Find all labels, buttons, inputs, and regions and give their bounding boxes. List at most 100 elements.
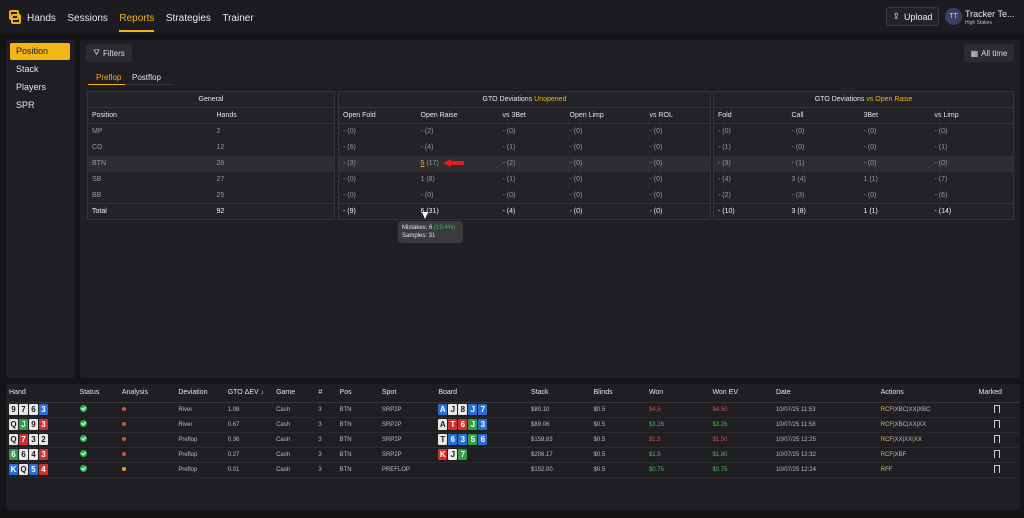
- position-cell: BTN: [336, 432, 379, 448]
- analysis-dot-icon: [121, 451, 126, 456]
- col-vs-3bet[interactable]: vs 3Bet: [498, 107, 566, 124]
- col-3bet[interactable]: 3Bet: [859, 107, 931, 124]
- col-gto-ev[interactable]: GTO ΔEV ↓: [224, 384, 274, 403]
- col-call[interactable]: Call: [787, 107, 860, 124]
- col-deviation[interactable]: Deviation: [175, 384, 225, 403]
- col-pos[interactable]: Pos: [336, 384, 379, 403]
- col-status[interactable]: Status: [76, 384, 119, 403]
- logo-icon[interactable]: [9, 10, 21, 24]
- mistakes-link[interactable]: 5: [420, 160, 425, 167]
- col-fold[interactable]: Fold: [713, 107, 788, 124]
- actions-cell: RFF: [877, 462, 976, 478]
- cell[interactable]: 6 (31): [416, 203, 499, 220]
- col-date[interactable]: Date: [772, 384, 878, 403]
- col-#[interactable]: #: [315, 384, 337, 403]
- deviation-cell: River: [175, 417, 225, 433]
- col-hand[interactable]: Hand: [6, 384, 77, 403]
- bookmark-icon[interactable]: [993, 404, 1000, 413]
- cell: 26: [212, 155, 335, 172]
- cell: 92: [212, 203, 335, 220]
- table-row[interactable]: Q J 9 3 River 0.67 Cash 3 BTN SRP2P A T 6 J 3 $89.06 $0.…: [6, 417, 1020, 433]
- stack-cell: $159.83: [528, 432, 591, 448]
- avatar[interactable]: TT: [945, 8, 962, 25]
- col-analysis[interactable]: Analysis: [118, 384, 176, 403]
- user-name[interactable]: Tracker Te...: [965, 9, 1015, 19]
- tab-postflop[interactable]: Postflop: [132, 73, 161, 82]
- nav-trainer[interactable]: Trainer: [222, 13, 254, 24]
- bookmark-icon[interactable]: [993, 434, 1000, 443]
- col-vs-rol[interactable]: vs ROL: [645, 107, 711, 124]
- col-blinds[interactable]: Blinds: [590, 384, 646, 403]
- cell: CO: [92, 144, 103, 151]
- nav-hands[interactable]: Hands: [27, 13, 56, 24]
- sidebar-item-position[interactable]: Position: [10, 43, 70, 60]
- sidebar: Position Stack Players SPR: [6, 40, 75, 378]
- vs-open-raise-title: GTO Deviations vs Open Raise: [713, 91, 1014, 108]
- marked-cell[interactable]: [975, 447, 1020, 463]
- cell: MP: [92, 128, 103, 136]
- filter-icon: ⛛: [93, 48, 100, 57]
- sidebar-item-spr[interactable]: SPR: [16, 100, 35, 110]
- check-circle-icon: [79, 420, 87, 427]
- table-row[interactable]: 6 6 4 3 Preflop 0.27 Cash 3 BTN SRP2P K J 7 $206.17 $0…: [6, 447, 1020, 463]
- playing-card: 8: [458, 404, 468, 415]
- playing-card: 3: [458, 434, 468, 445]
- bookmark-icon[interactable]: [993, 449, 1000, 458]
- col-position[interactable]: Position: [87, 107, 213, 124]
- col-marked[interactable]: Marked: [975, 384, 1020, 403]
- deviation-cell: Preflop: [175, 447, 225, 463]
- general-title: General: [87, 91, 335, 108]
- col-stack[interactable]: Stack: [528, 384, 591, 403]
- cell: 12: [216, 144, 225, 151]
- col-open-raise[interactable]: Open Raise: [416, 107, 499, 124]
- gto-ev-cell: 0.36: [224, 432, 274, 448]
- cell: - (0): [343, 176, 356, 183]
- col-game[interactable]: Game: [273, 384, 316, 403]
- upload-button[interactable]: ⇪ Upload: [886, 7, 939, 26]
- user-plan: High Stakes: [965, 20, 992, 26]
- nav-strategies[interactable]: Strategies: [165, 13, 211, 24]
- playing-card: 5: [468, 434, 478, 445]
- samples-count: (17): [426, 160, 439, 167]
- deviation-cell: River: [175, 402, 225, 418]
- cell: 1 (1): [859, 203, 931, 220]
- marked-cell[interactable]: [975, 432, 1020, 448]
- mistakes-tooltip: Mistakes: 6 (19.4%) Samples: 31: [398, 221, 463, 243]
- col-hands[interactable]: Hands: [212, 107, 335, 124]
- table-row[interactable]: 9 7 6 3 River 1.08 Cash 3 BTN SRP2P A J 8 J 7 $80.10 $0.…: [6, 402, 1020, 418]
- marked-cell[interactable]: [975, 402, 1020, 418]
- col-open-limp[interactable]: Open Limp: [565, 107, 646, 124]
- tab-preflop[interactable]: Preflop: [96, 73, 122, 82]
- nav-reports[interactable]: Reports: [119, 13, 155, 32]
- actions-text: RCF|XX|XX|XX: [880, 436, 922, 443]
- marked-cell[interactable]: [975, 462, 1020, 478]
- filters-button[interactable]: ⛛ Filters: [86, 44, 132, 62]
- date-range-button[interactable]: ▦ All time: [964, 44, 1014, 62]
- marked-cell[interactable]: [975, 417, 1020, 433]
- col-actions[interactable]: Actions: [877, 384, 976, 403]
- col-board[interactable]: Board: [435, 384, 529, 403]
- bookmark-icon[interactable]: [993, 464, 1000, 473]
- table-row[interactable]: K Q 5 4 Preflop 0.01 Cash 3 BTN PREFLOP $152.00 $0.…: [6, 462, 1020, 478]
- cell: - (0): [645, 203, 711, 220]
- col-spot[interactable]: Spot: [378, 384, 436, 403]
- nav-sessions[interactable]: Sessions: [67, 13, 108, 24]
- bookmark-icon[interactable]: [993, 419, 1000, 428]
- tooltip-mistakes: Mistakes: 6: [402, 225, 433, 231]
- col-won[interactable]: Won: [645, 384, 710, 403]
- table-row[interactable]: Q 7 3 2 Preflop 0.36 Cash 3 BTN SRP2P T 6 3 5 6 $159.83…: [6, 432, 1020, 448]
- game-cell: Cash: [273, 432, 316, 448]
- sidebar-item-players[interactable]: Players: [16, 82, 47, 92]
- sidebar-item-stack[interactable]: Stack: [16, 64, 39, 74]
- analysis-dot-icon: [121, 466, 126, 471]
- col-vs-limp[interactable]: vs Limp: [930, 107, 1014, 124]
- col-won-ev[interactable]: Won EV: [709, 384, 773, 403]
- calendar-icon: ▦: [970, 48, 979, 58]
- col-open-fold[interactable]: Open Fold: [338, 107, 417, 124]
